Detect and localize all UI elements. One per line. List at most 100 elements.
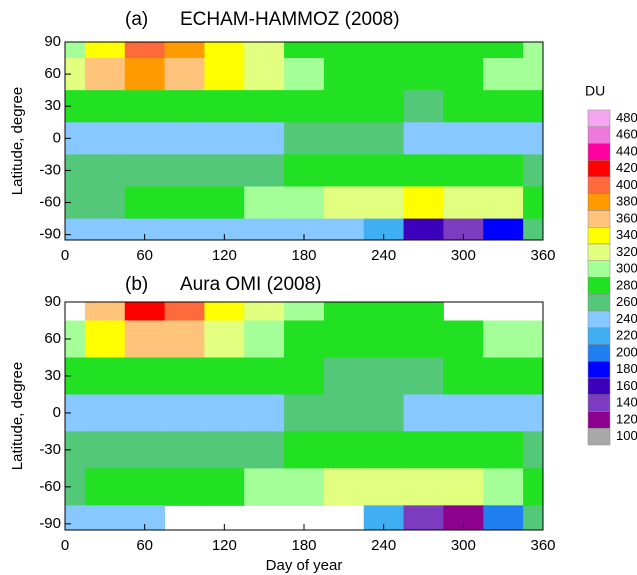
heatmap-cell <box>124 90 166 123</box>
heatmap-cell <box>84 122 126 155</box>
y-tick-label: 30 <box>44 97 61 114</box>
heatmap-cell <box>164 394 205 432</box>
heatmap-cell <box>523 431 543 469</box>
heatmap-cell <box>363 154 405 187</box>
x-tick-label: 180 <box>291 537 316 554</box>
colorbar-swatch <box>587 344 611 362</box>
colorbar-label: 480 <box>616 110 637 125</box>
panel-label: (a) <box>125 9 148 30</box>
y-tick-label: -30 <box>39 441 61 458</box>
heatmap-cell <box>84 218 126 240</box>
heatmap-cell <box>164 431 205 469</box>
heatmap-cell <box>443 58 484 91</box>
heatmap-cell <box>204 357 245 395</box>
heatmap-cell <box>244 218 285 240</box>
y-tick-label: 60 <box>44 330 61 347</box>
heatmap-cell <box>523 90 543 123</box>
heatmap-cell <box>523 154 543 187</box>
colorbar-swatch <box>587 394 611 412</box>
chart-title: ECHAM-HAMMOZ (2008) <box>180 9 400 30</box>
heatmap-cell <box>204 58 245 91</box>
heatmap-cell <box>124 431 166 469</box>
colorbar-label: 420 <box>616 160 637 175</box>
y-tick-label: -60 <box>39 478 61 495</box>
heatmap-cell <box>483 320 524 358</box>
heatmap-cell <box>204 468 245 506</box>
colorbar-swatch <box>587 126 611 144</box>
colorbar-swatch <box>587 210 611 228</box>
heatmap-cell <box>284 122 325 155</box>
heatmap-cell <box>65 90 86 123</box>
heatmap-cell <box>164 186 205 220</box>
heatmap-cell <box>284 154 325 187</box>
heatmap-cell <box>443 320 484 358</box>
heatmap-cell <box>523 186 543 220</box>
heatmap-cell <box>244 320 285 358</box>
colorbar-label: 260 <box>616 294 637 309</box>
y-tick-label: 60 <box>44 65 61 82</box>
heatmap-cell <box>84 320 126 358</box>
colorbar-swatch <box>587 143 611 161</box>
heatmap-cell <box>523 394 543 432</box>
heatmap-cell <box>363 320 405 358</box>
heatmap-cell <box>244 42 285 59</box>
heatmap-cell <box>164 357 205 395</box>
x-tick-label: 180 <box>291 247 316 264</box>
heatmap-cell <box>84 186 126 220</box>
heatmap-cell <box>124 154 166 187</box>
heatmap-cell <box>363 468 405 506</box>
x-tick-label: 360 <box>530 537 555 554</box>
heatmap-cell <box>244 357 285 395</box>
heatmap-cell <box>323 394 365 432</box>
heatmap-cell <box>443 186 484 220</box>
heatmap-cell <box>84 357 126 395</box>
heatmap-cell <box>164 302 205 321</box>
colorbar-swatch <box>587 411 611 429</box>
heatmap-cell <box>363 394 405 432</box>
heatmap-cell <box>65 357 86 395</box>
heatmap-cell <box>483 42 524 59</box>
heatmap-cell <box>323 320 365 358</box>
heatmap-cell <box>244 122 285 155</box>
heatmap-cell <box>204 302 245 321</box>
heatmap-cell <box>65 320 86 358</box>
heatmap-cell <box>323 468 365 506</box>
heatmap-cell <box>483 90 524 123</box>
heatmap-cell <box>84 302 126 321</box>
heatmap-cell <box>523 122 543 155</box>
colorbar-label: 240 <box>616 311 637 326</box>
colorbar-label: 400 <box>616 177 637 192</box>
colorbar-swatch <box>587 428 611 446</box>
heatmap-cell <box>403 357 444 395</box>
heatmap-cell <box>443 468 484 506</box>
heatmap-cell <box>284 90 325 123</box>
heatmap-cell <box>323 357 365 395</box>
heatmap-cell <box>84 90 126 123</box>
colorbar-title: DU <box>585 83 605 99</box>
heatmap-cell <box>284 42 325 59</box>
colorbar-swatch <box>587 377 611 395</box>
heatmap-cell <box>204 154 245 187</box>
colorbar-label: 440 <box>616 143 637 158</box>
heatmap-cell <box>483 186 524 220</box>
heatmap-cell <box>523 218 543 240</box>
heatmap-cell <box>403 90 444 123</box>
heatmap-cell <box>244 394 285 432</box>
heatmap-cell <box>204 122 245 155</box>
heatmap-cell <box>204 186 245 220</box>
chart-title: Aura OMI (2008) <box>180 274 322 295</box>
heatmap-cell <box>124 122 166 155</box>
heatmap-cell <box>84 431 126 469</box>
x-tick-label: 300 <box>451 537 476 554</box>
heatmap-cell <box>483 154 524 187</box>
colorbar-label: 280 <box>616 277 637 292</box>
heatmap-cell <box>124 320 166 358</box>
heatmap-cell <box>483 505 524 530</box>
heatmap-cell <box>323 122 365 155</box>
heatmap-cell <box>284 218 325 240</box>
heatmap-cell <box>403 58 444 91</box>
heatmap-cell <box>403 302 444 321</box>
colorbar-label: 100 <box>616 428 637 443</box>
heatmap-cell <box>124 186 166 220</box>
heatmap-cell <box>244 302 285 321</box>
